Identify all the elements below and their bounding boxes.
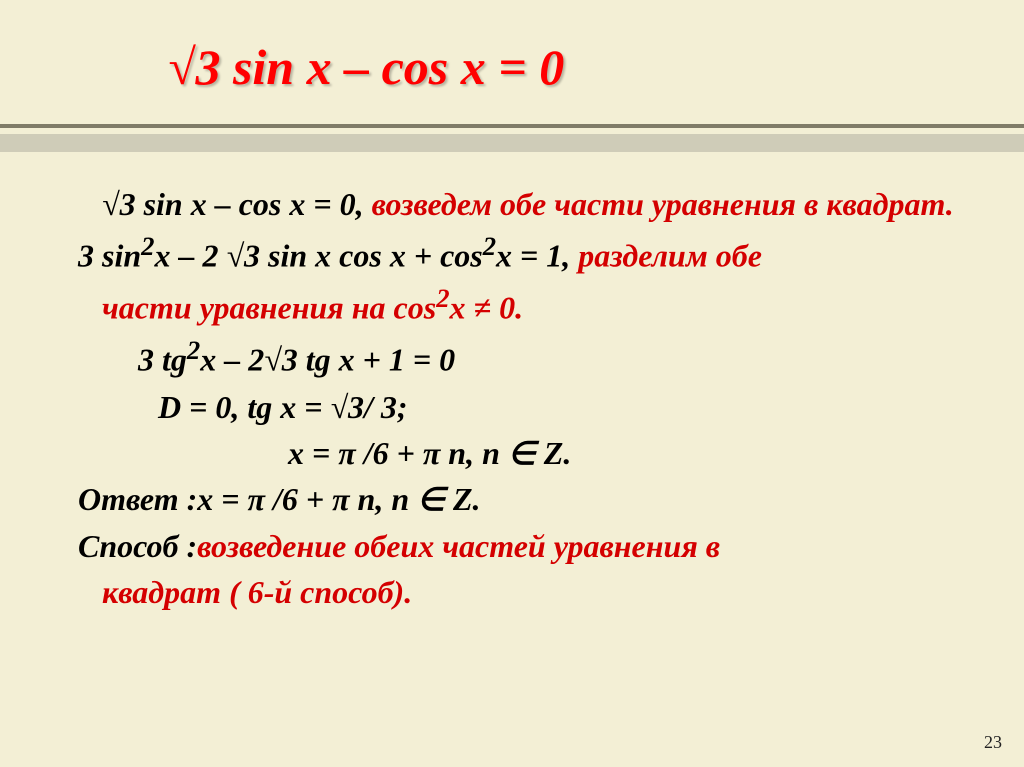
line-4a: 3 tg — [138, 342, 187, 378]
line-3b: x ≠ 0. — [450, 290, 524, 326]
line-2-sup2: 2 — [483, 231, 496, 261]
line-2: 3 sin2x – 2 √3 sin x cos x + cos2x = 1, … — [78, 227, 976, 279]
line-7b: x = π /6 + π n, n ∈ Z. — [197, 481, 480, 517]
line-3a: части уравнения на cos — [102, 290, 436, 326]
slide-content: √3 sin x – cos x = 0, возведем обе части… — [48, 181, 976, 615]
line-2-sup1: 2 — [141, 231, 154, 261]
line-8a: Способ : — [78, 528, 197, 564]
line-7: Ответ :x = π /6 + π n, n ∈ Z. — [78, 476, 976, 522]
title-wrap: √3 sin x – cos x = 0 — [168, 40, 976, 95]
line-4b: x – 2√3 tg x + 1 = 0 — [200, 342, 455, 378]
line-8: Способ :возведение обеих частей уравнени… — [78, 523, 976, 569]
line-3: части уравнения на cos2x ≠ 0. — [102, 279, 976, 331]
line-4: 3 tg2x – 2√3 tg x + 1 = 0 — [138, 331, 976, 383]
line-1: √3 sin x – cos x = 0, возведем обе части… — [102, 181, 976, 227]
line-7a: Ответ : — [78, 481, 197, 517]
line-2d: разделим обе — [578, 238, 762, 274]
line-3-sup: 2 — [436, 283, 449, 313]
line-1-note: возведем обе части уравнения в квадрат. — [372, 186, 954, 222]
line-2c: x = 1, — [496, 238, 578, 274]
line-8b: возведение обеих частей уравнения в — [197, 528, 720, 564]
line-5: D = 0, tg x = √3/ 3; — [158, 384, 976, 430]
slide-title: √3 sin x – cos x = 0 — [168, 40, 976, 95]
line-6: x = π /6 + π n, n ∈ Z. — [288, 430, 976, 476]
page-number: 23 — [984, 732, 1002, 753]
line-1-eq: √3 sin x – cos x = 0, — [102, 186, 372, 222]
title-underline-thin — [0, 124, 1024, 128]
line-2b: x – 2 √3 sin x cos x + cos — [154, 238, 482, 274]
line-9: квадрат ( 6-й способ). — [102, 569, 976, 615]
line-4-sup1: 2 — [187, 335, 200, 365]
slide-container: √3 sin x – cos x = 0 √3 sin x – cos x = … — [0, 0, 1024, 767]
line-9a: квадрат ( 6-й способ). — [102, 574, 412, 610]
line-2a: 3 sin — [78, 238, 141, 274]
title-underline-bar — [0, 134, 1024, 152]
